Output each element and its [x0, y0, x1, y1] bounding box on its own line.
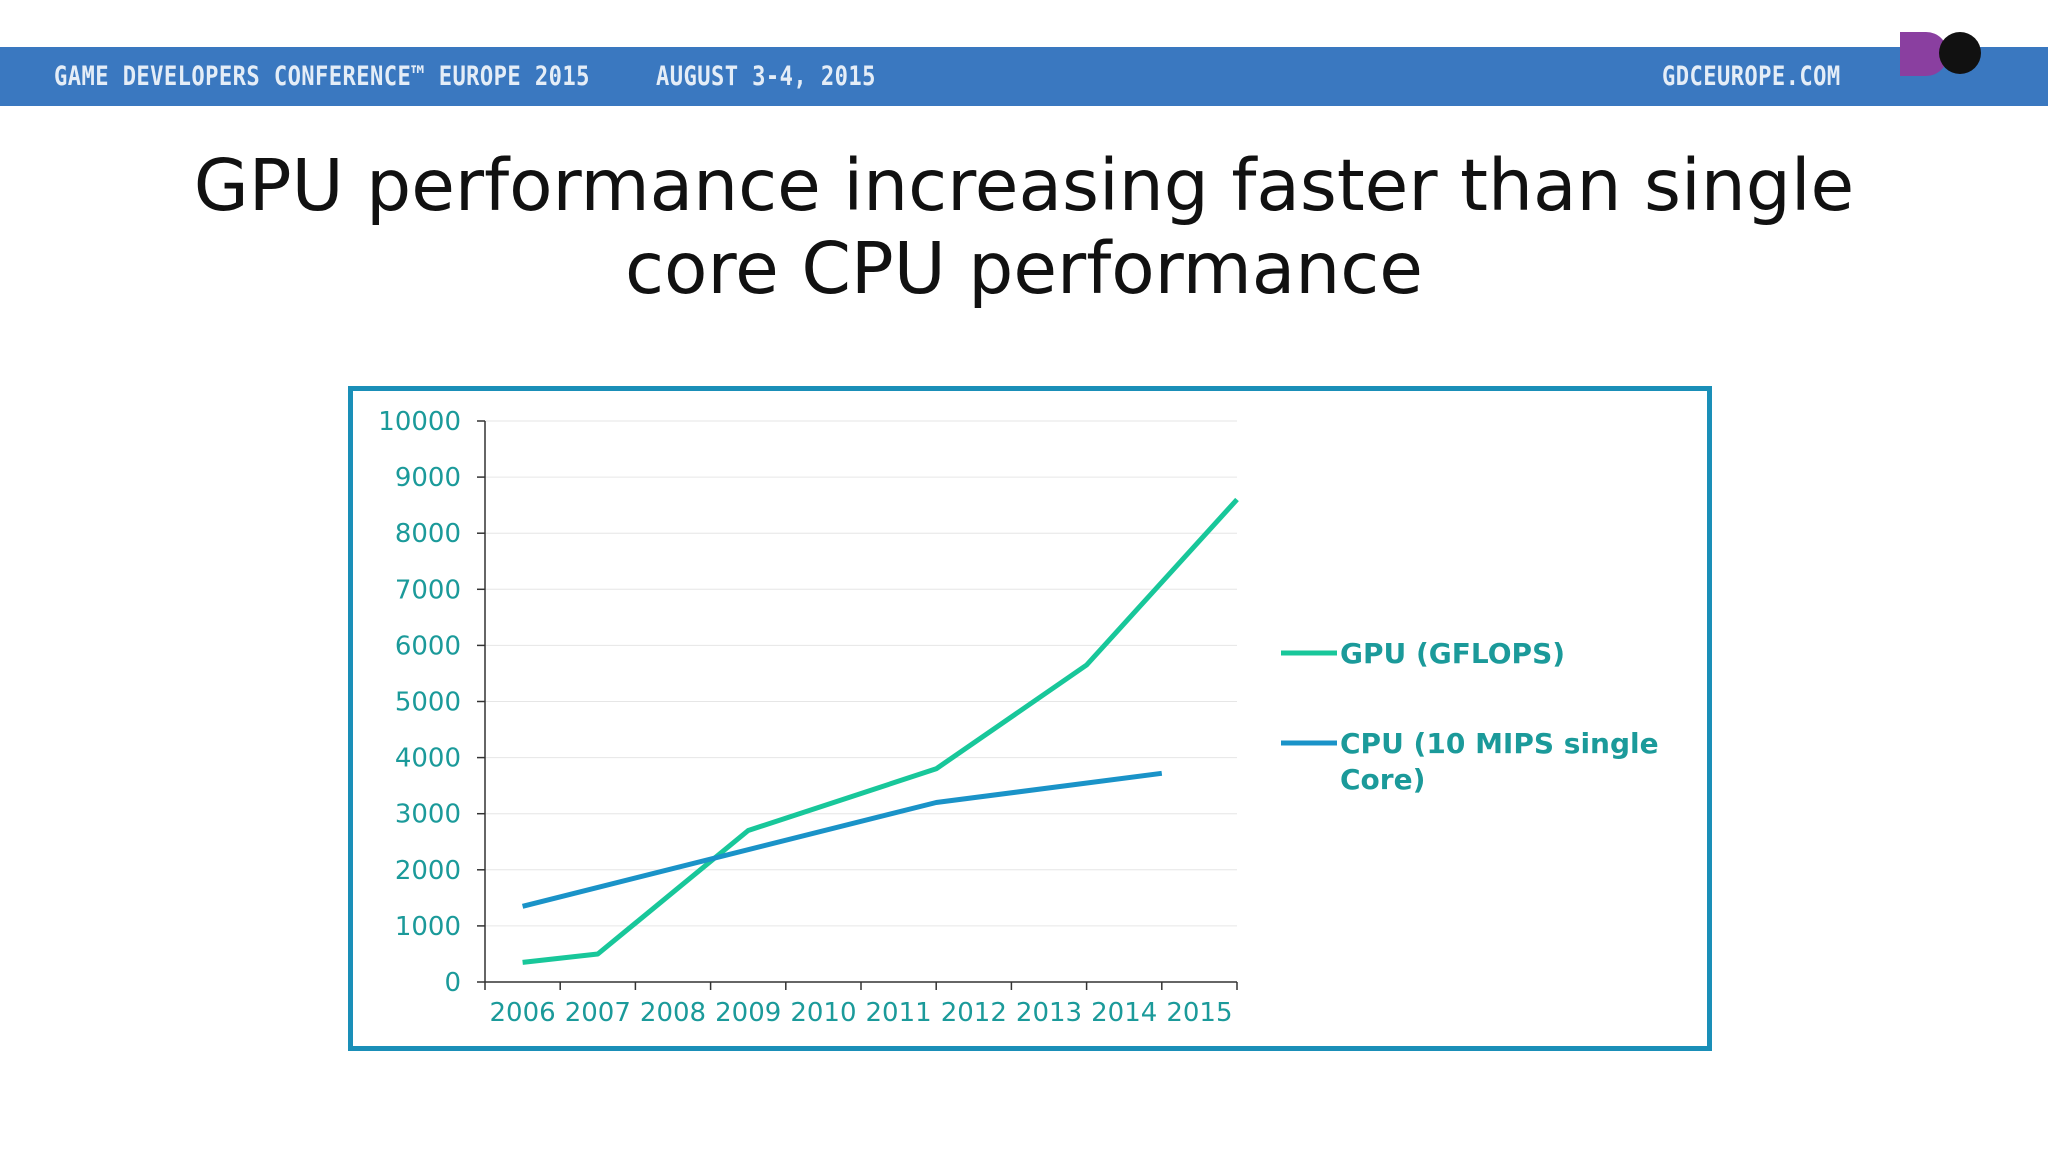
x-tick-label-2015: 2015 [1166, 998, 1232, 1028]
logo-purple-shape [1900, 32, 1948, 76]
y-tick-label-6000: 6000 [395, 631, 461, 661]
y-tick-label-7000: 7000 [395, 575, 461, 605]
x-tick-label-2006: 2006 [490, 998, 556, 1028]
gpu-legend-label: GPU (GFLOPS) [1340, 637, 1565, 670]
cpu-legend-label: CPU (10 MIPS single Core) [1340, 727, 1659, 796]
x-tick-label-2010: 2010 [790, 998, 856, 1028]
x-tick-label-2011: 2011 [866, 998, 932, 1028]
x-tick-label-2014: 2014 [1091, 998, 1157, 1028]
y-tick-label-3000: 3000 [395, 800, 461, 830]
chart-frame: 0 1000 2000 3000 4000 5000 6000 7000 8000 9000 100… [348, 386, 1712, 1051]
conference-name: GAME DEVELOPERS CONFERENCE™ EUROPE 2015 [54, 61, 590, 92]
y-tick-label-9000: 9000 [395, 463, 461, 493]
y-tick-label-2000: 2000 [395, 856, 461, 886]
gpu-legend-line-0: GPU (GFLOPS) [1340, 637, 1565, 670]
y-tick-label-0: 0 [444, 968, 461, 998]
x-tick-label-2013: 2013 [1016, 998, 1082, 1028]
y-tick-label-5000: 5000 [395, 688, 461, 718]
slide-title: GPU performance increasing faster than s… [0, 144, 2048, 310]
y-tick-label-10000: 10000 [378, 407, 461, 437]
gdc-logo-icon [1900, 32, 1981, 76]
conference-banner: GAME DEVELOPERS CONFERENCE™ EUROPE 2015 … [0, 47, 2048, 106]
y-tick-label-8000: 8000 [395, 519, 461, 549]
performance-line-chart: 0 1000 2000 3000 4000 5000 6000 7000 8000 9000 100… [378, 407, 1659, 1028]
conference-website[interactable]: GDCEUROPE.COM [1662, 61, 1841, 92]
slide-title-line-1: GPU performance increasing faster than s… [193, 144, 1855, 227]
cpu-legend-line-1: Core) [1340, 763, 1425, 796]
conference-date: AUGUST 3-4, 2015 [656, 61, 876, 92]
gpu-series-line [522, 497, 1239, 965]
logo-black-shape [1939, 32, 1981, 74]
cpu-legend-line-0: CPU (10 MIPS single [1340, 727, 1659, 760]
cpu-series-line [521, 770, 1163, 909]
slide-title-line-2: core CPU performance [625, 227, 1423, 310]
x-tick-label-2009: 2009 [715, 998, 781, 1028]
x-tick-label-2008: 2008 [640, 998, 706, 1028]
x-tick-label-2012: 2012 [941, 998, 1007, 1028]
y-tick-label-4000: 4000 [395, 744, 461, 774]
x-tick-label-2007: 2007 [565, 998, 631, 1028]
y-tick-label-1000: 1000 [395, 912, 461, 942]
